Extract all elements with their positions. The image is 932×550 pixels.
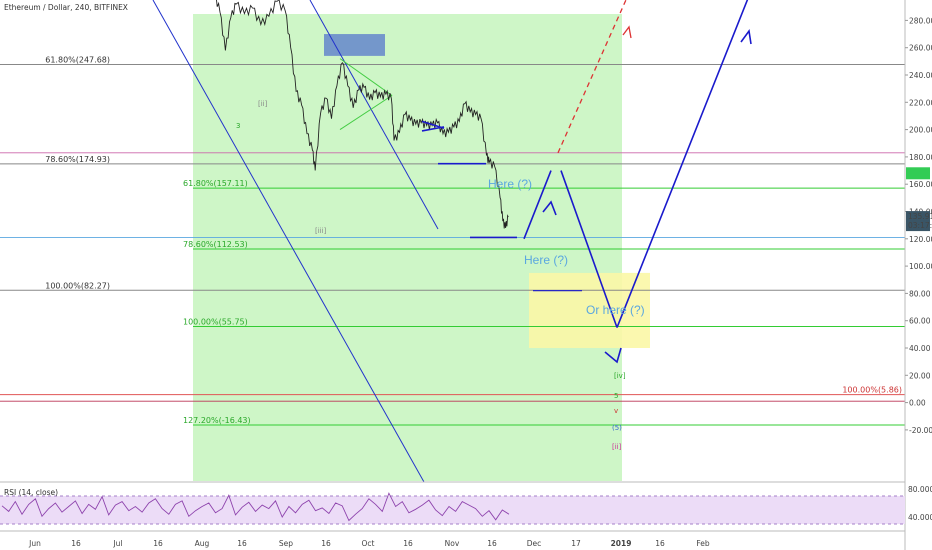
- green-target-zone: [193, 14, 622, 481]
- x-tick-label: Feb: [696, 539, 710, 548]
- y-tick-label: 120.00: [909, 235, 932, 244]
- x-tick-label: 16: [655, 539, 665, 548]
- x-tick-label: 16: [153, 539, 163, 548]
- rsi-tick-label: 40.0000: [908, 513, 932, 522]
- fib-level-label: 127.20%(-16.43): [183, 416, 251, 425]
- rsi-line: [1, 492, 510, 522]
- arrowhead-2: [604, 347, 622, 364]
- rsi-band: [0, 496, 905, 524]
- dashed-arrowhead: [622, 25, 632, 39]
- y-tick-label: 160.00: [909, 180, 932, 189]
- channel-line-lower: [152, 0, 425, 483]
- x-tick-label: Sep: [279, 539, 293, 548]
- chart-title: Ethereum / Dollar, 240, BITFINEX: [4, 3, 128, 12]
- x-tick-label: 16: [487, 539, 497, 548]
- wave-label: v: [614, 407, 618, 415]
- y-tick-label: 80.00: [909, 289, 931, 298]
- fib-level-label: 78.60%(112.53): [183, 240, 248, 249]
- fib-level-label: 100.00%(5.86): [842, 386, 902, 395]
- last-price-label: 135.91: [908, 212, 932, 221]
- fib-level-label: 100.00%(55.75): [183, 318, 248, 327]
- arrowhead-3: [740, 28, 752, 45]
- pennant-line-b: [421, 126, 445, 132]
- y-tick-label: 240.00: [909, 71, 932, 80]
- yellow-target-zone: [529, 272, 650, 348]
- y-tick-label: 0.00: [909, 399, 926, 408]
- x-tick-label: 16: [321, 539, 331, 548]
- x-tick-label: Jun: [28, 539, 41, 548]
- annotation-text: Here (?): [524, 253, 568, 267]
- x-tick-label: Dec: [527, 539, 542, 548]
- wave-label: 3: [236, 122, 240, 130]
- y-tick-label: 180.00: [909, 153, 932, 162]
- fib-level-label: 100.00%(82.27): [45, 281, 110, 290]
- y-tick-label: -20.00: [909, 426, 932, 435]
- wave-label: 5: [614, 392, 618, 400]
- green-axis-marker: [906, 167, 930, 180]
- y-tick-label: 60.00: [909, 317, 931, 326]
- x-tick-label: 2019: [611, 539, 632, 548]
- wave-label: [iv]: [614, 372, 626, 380]
- x-tick-label: 16: [71, 539, 81, 548]
- arrowhead-1: [542, 200, 557, 216]
- x-tick-label: 16: [237, 539, 247, 548]
- projection-leg-2: [560, 170, 618, 328]
- x-tick-label: 16: [403, 539, 413, 548]
- wave-label: [ii]: [258, 100, 268, 108]
- x-tick-label: Jul: [112, 539, 122, 548]
- y-tick-label: 260.00: [909, 44, 932, 53]
- x-tick-label: 17: [571, 539, 581, 548]
- annotation-text: Here (?): [488, 177, 532, 191]
- y-tick-label: 40.00: [909, 344, 931, 353]
- wave-label: (5): [612, 424, 622, 432]
- y-tick-label: 200.00: [909, 126, 932, 135]
- y-tick-label: 220.00: [909, 98, 932, 107]
- fib-level-label: 61.80%(247.68): [45, 56, 110, 65]
- x-tick-label: Aug: [195, 539, 210, 548]
- x-tick-label: Oct: [362, 539, 375, 548]
- countdown-label: 03:17:17: [908, 221, 932, 230]
- triangle-line-b: [339, 58, 393, 96]
- price-line: [216, 0, 509, 229]
- triangle-line-a: [339, 95, 393, 131]
- price-axis-marker: [906, 211, 930, 232]
- y-tick-label: 20.00: [909, 371, 931, 380]
- dashed-projection: [557, 0, 627, 154]
- projection-leg-1: [523, 170, 552, 240]
- blue-box-marker: [324, 34, 385, 56]
- x-tick-label: Nov: [445, 539, 460, 548]
- wave-label: [ii]: [612, 443, 622, 451]
- y-tick-label: 280.00: [909, 16, 932, 25]
- fib-level-label: 78.60%(174.93): [45, 155, 110, 164]
- rsi-tick-label: 80.0000: [908, 485, 932, 494]
- channel-line-upper: [309, 0, 439, 230]
- y-tick-label: 100.00: [909, 262, 932, 271]
- fib-level-label: 61.80%(157.11): [183, 179, 248, 188]
- annotation-text: Or here (?): [586, 303, 645, 317]
- wave-label: [iii]: [315, 227, 327, 235]
- rsi-title: RSI (14, close): [4, 488, 58, 497]
- projection-leg-3: [616, 0, 749, 328]
